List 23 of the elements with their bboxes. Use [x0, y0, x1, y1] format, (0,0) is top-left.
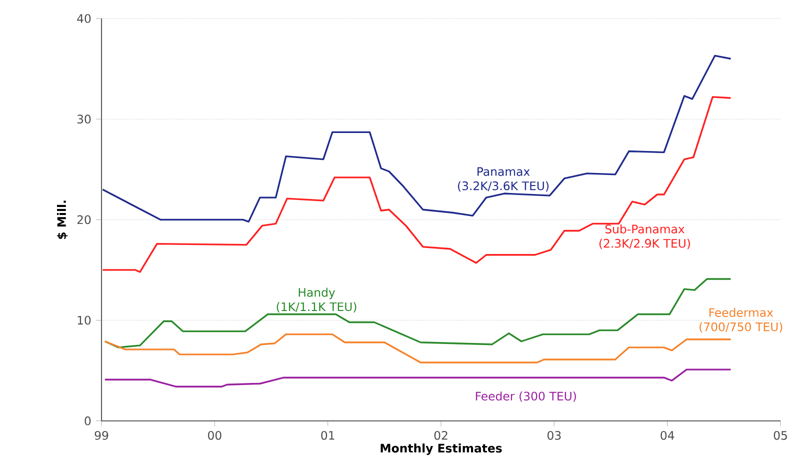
x-tick-label: 00: [208, 431, 222, 440]
line-series: [104, 334, 732, 364]
y-tick-label: 0: [84, 416, 91, 426]
series-label: Panamax (3.2K/3.6K TEU): [458, 167, 549, 192]
series-label: Feeder (300 TEU): [476, 392, 576, 402]
series-label: Sub-Panamax (2.3K/2.9K TEU): [599, 224, 690, 250]
y-axis-title: $ Mill.: [56, 200, 68, 240]
x-axis-title: Monthly Estimates: [380, 444, 502, 456]
x-tick-label: 01: [321, 431, 334, 440]
x-tick-label: 04: [660, 431, 674, 440]
x-tick-label: 03: [548, 431, 561, 440]
y-tick-label: 10: [78, 316, 91, 325]
series-label: Feedermax (700/750 TEU): [700, 308, 782, 333]
x-tick-label: 99: [94, 431, 108, 440]
y-tick-label: 20: [77, 215, 91, 224]
y-tick-label: 40: [77, 14, 91, 24]
series-label: Handy (1K/1.1K TEU): [276, 288, 356, 313]
y-tick-label: 30: [77, 114, 91, 124]
line-series: [102, 55, 732, 223]
x-tick-label: 05: [774, 431, 787, 440]
line-series: [104, 368, 732, 388]
line-series: [102, 96, 732, 273]
x-tick-label: 02: [434, 431, 448, 440]
